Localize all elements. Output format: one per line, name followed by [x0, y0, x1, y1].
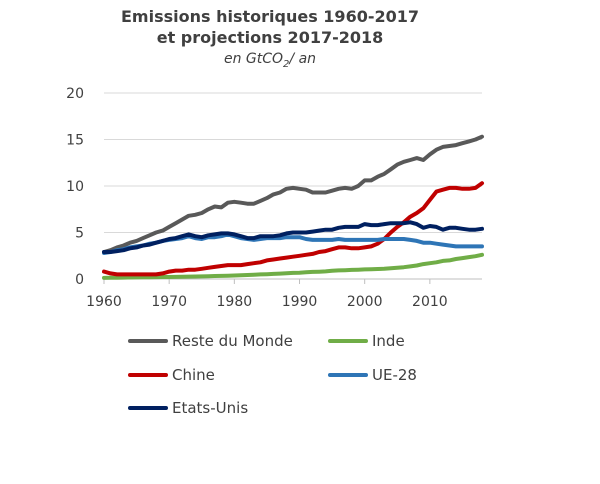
legend-item-etats-unis: Etats-Unis — [128, 399, 248, 417]
chart-subtitle-units: en GtCO2/ an — [224, 51, 316, 70]
y-tick-label: 0 — [75, 272, 84, 288]
series-line-reste-du-monde — [102, 134, 484, 254]
x-tick-label: 1960 — [86, 294, 122, 310]
subtitle-subscript: 2 — [283, 59, 289, 70]
y-tick-label: 5 — [75, 226, 84, 242]
legend-label: Reste du Monde — [172, 332, 293, 350]
x-tick-label: 1980 — [217, 294, 253, 310]
y-tick-label: 20 — [66, 86, 84, 102]
series-line-etats-unis — [102, 220, 484, 254]
legend: Reste du Monde Inde Chine UE-28 Etats-Unis — [128, 332, 417, 417]
legend-item-reste-du-monde: Reste du Monde — [128, 332, 293, 350]
subtitle-prefix: en GtCO — [224, 51, 283, 67]
legend-label: Chine — [172, 366, 215, 384]
legend-item-chine: Chine — [128, 366, 215, 384]
legend-item-inde: Inde — [328, 332, 405, 350]
y-tick-label: 15 — [66, 133, 84, 149]
x-tick-label: 2000 — [347, 294, 383, 310]
series-line-ue-28 — [102, 232, 484, 255]
legend-label: Inde — [372, 332, 405, 350]
series-line-inde — [102, 252, 484, 280]
subtitle-suffix: / an — [287, 51, 316, 67]
chart-title-line-2: et projections 2017-2018 — [157, 28, 384, 47]
axes: 0 5 10 15 20 1960 1970 1980 1990 2000 2010 — [66, 86, 482, 310]
x-tick-label: 2010 — [412, 294, 448, 310]
series-lines — [102, 134, 484, 280]
legend-item-ue-28: UE-28 — [328, 366, 417, 384]
x-tick-label: 1990 — [282, 294, 318, 310]
chart-title-line-1: Emissions historiques 1960-2017 — [121, 7, 419, 26]
x-tick-label: 1970 — [151, 294, 187, 310]
legend-label: UE-28 — [372, 366, 417, 384]
y-tick-label: 10 — [66, 179, 84, 195]
legend-label: Etats-Unis — [172, 399, 248, 417]
series-line-chine — [102, 181, 484, 277]
